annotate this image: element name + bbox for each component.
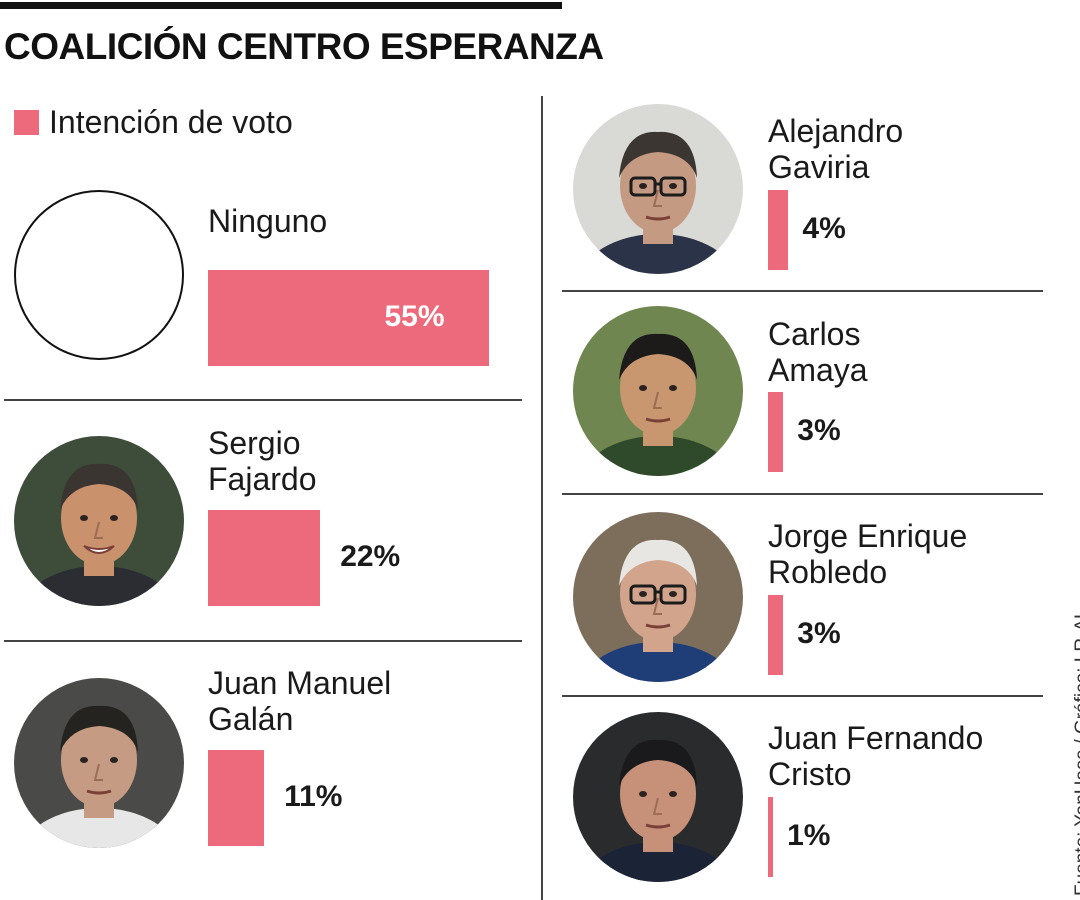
candidate-photo xyxy=(573,512,743,682)
candidate-name: Jorge Enrique Robledo xyxy=(768,518,967,590)
candidate-photo xyxy=(14,678,184,848)
row-divider xyxy=(562,493,1043,495)
candidate-photo xyxy=(573,104,743,274)
candidate-name-line: Juan Fernando xyxy=(768,720,984,756)
legend-label: Intención de voto xyxy=(49,104,293,140)
candidate-name-line: Gaviria xyxy=(768,149,870,185)
vote-value-label: 11% xyxy=(284,780,343,813)
vote-value-label: 55% xyxy=(384,300,445,333)
row-divider xyxy=(562,290,1043,292)
candidate-name: Ninguno xyxy=(208,203,327,239)
legend: Intención de voto xyxy=(14,104,293,141)
row-divider xyxy=(4,640,522,642)
candidate-name-line: Galán xyxy=(208,701,294,737)
top-rule xyxy=(0,2,562,9)
row-divider xyxy=(4,399,522,401)
vote-bar xyxy=(208,270,489,366)
candidate-name-line: Ninguno xyxy=(208,203,328,239)
column-divider xyxy=(541,96,543,900)
candidate-name-line: Carlos xyxy=(768,316,861,352)
vote-value-label: 4% xyxy=(802,212,846,245)
vote-value-label: 22% xyxy=(340,540,401,573)
vote-bar xyxy=(768,190,789,270)
candidate-name: Sergio Fajardo xyxy=(208,425,317,497)
candidate-name: Juan Fernando Cristo xyxy=(768,720,983,792)
candidate-photo xyxy=(573,712,743,882)
candidate-name: Alejandro Gaviria xyxy=(768,113,903,185)
vote-value-label: 3% xyxy=(797,617,841,650)
candidate-name-line: Cristo xyxy=(768,756,852,792)
candidate-name: Juan Manuel Galán xyxy=(208,665,391,737)
candidate-photo xyxy=(14,436,184,606)
candidate-name-line: Amaya xyxy=(768,352,868,388)
candidate-photo xyxy=(573,306,743,476)
candidate-name-line: Alejandro xyxy=(768,113,904,149)
candidate-name: Carlos Amaya xyxy=(768,316,868,388)
vote-bar xyxy=(768,797,774,877)
source-note: Fuente: YanHaas / Gráfico: LR-AL xyxy=(1072,608,1080,896)
vote-bar xyxy=(768,595,784,675)
vote-bar xyxy=(208,510,321,606)
row-divider xyxy=(562,695,1043,697)
chart-title: COALICIÓN CENTRO ESPERANZA xyxy=(4,26,604,67)
candidate-name-line: Sergio xyxy=(208,425,301,461)
vote-value-label: 3% xyxy=(797,414,841,447)
candidate-name-line: Robledo xyxy=(768,554,888,590)
candidate-name-line: Juan Manuel xyxy=(208,665,392,701)
candidate-name-line: Jorge Enrique xyxy=(768,518,968,554)
vote-bar xyxy=(208,750,265,846)
legend-swatch xyxy=(14,110,39,135)
vote-value-label: 1% xyxy=(787,819,831,852)
vote-bar xyxy=(768,392,784,472)
empty-avatar-circle xyxy=(14,190,184,360)
candidate-name-line: Fajardo xyxy=(208,461,317,497)
